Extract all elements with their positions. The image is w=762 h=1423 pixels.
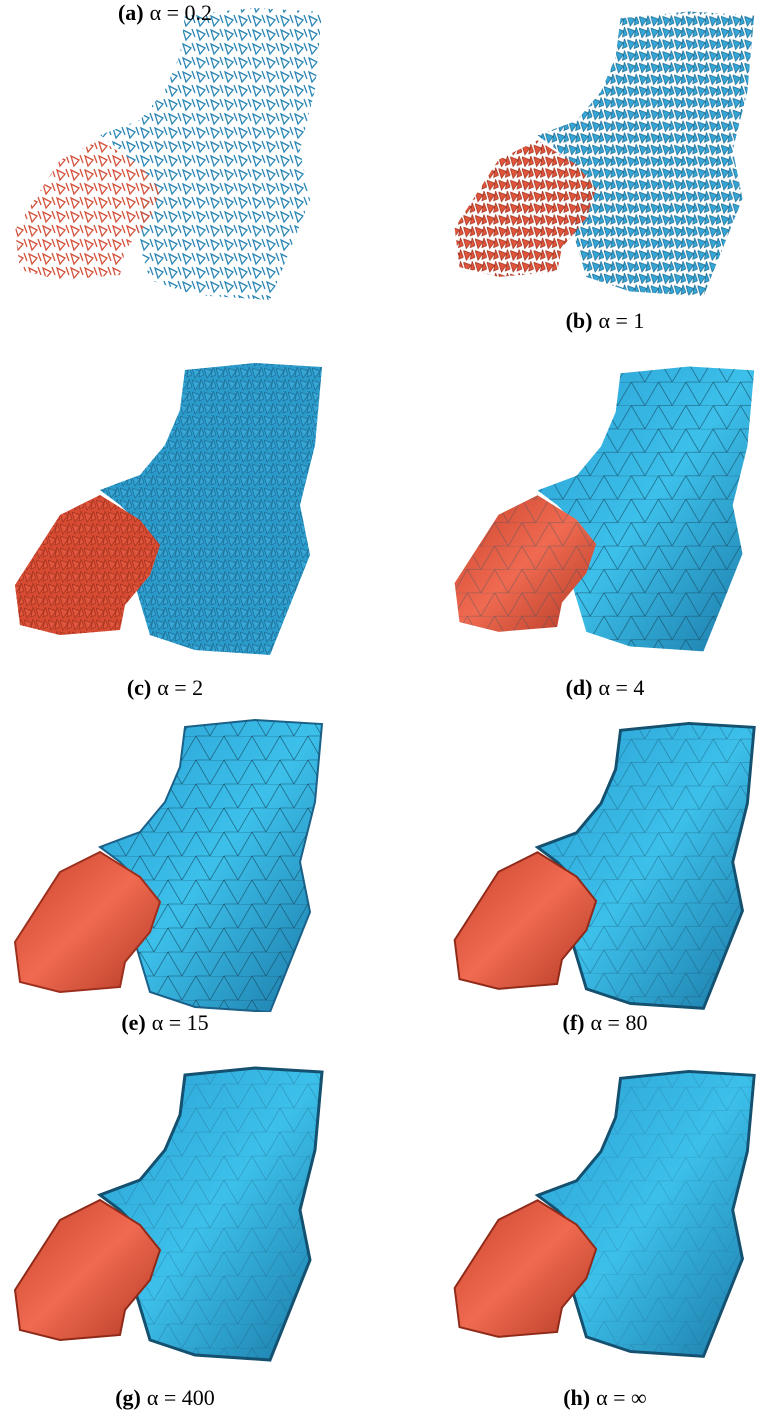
caption-text: α = 400 xyxy=(147,1385,215,1410)
render xyxy=(440,712,762,1012)
render xyxy=(440,1050,762,1370)
render xyxy=(0,1050,330,1370)
tag: (b) xyxy=(566,308,593,333)
render xyxy=(0,712,330,1012)
render xyxy=(0,355,330,655)
render xyxy=(440,0,762,300)
figure: (a)α = 0.2 (b)α = 1 (c)α = 2 (d)α = 4 (e… xyxy=(0,0,762,1423)
tag: (d) xyxy=(566,675,593,700)
caption: (e) α = 15 xyxy=(0,1010,330,1036)
caption: (a)α = 0.2 xyxy=(0,0,330,26)
caption: (h)α = ∞ xyxy=(440,1385,762,1411)
caption: (d)α = 4 xyxy=(440,675,762,701)
tag: (h) xyxy=(563,1385,590,1410)
tag: (g) xyxy=(115,1385,141,1410)
render xyxy=(0,0,330,300)
caption-text: α = 15 xyxy=(152,1010,209,1035)
caption-text: α = ∞ xyxy=(596,1385,647,1410)
caption-text: α = 2 xyxy=(157,675,203,700)
tag: (e) xyxy=(121,1010,145,1035)
tag: (c) xyxy=(127,675,151,700)
caption: (g)α = 400 xyxy=(0,1385,330,1411)
render xyxy=(440,355,762,655)
caption-text: α = 1 xyxy=(598,308,644,333)
caption: (f) α = 80 xyxy=(440,1010,762,1036)
caption-text: α = 4 xyxy=(598,675,644,700)
caption: (b)α = 1 xyxy=(440,308,762,334)
tag: (a) xyxy=(118,0,144,25)
caption-text: α = 80 xyxy=(591,1010,648,1035)
tag: (f) xyxy=(563,1010,585,1035)
caption: (c)α = 2 xyxy=(0,675,330,701)
caption-text: α = 0.2 xyxy=(150,0,212,25)
